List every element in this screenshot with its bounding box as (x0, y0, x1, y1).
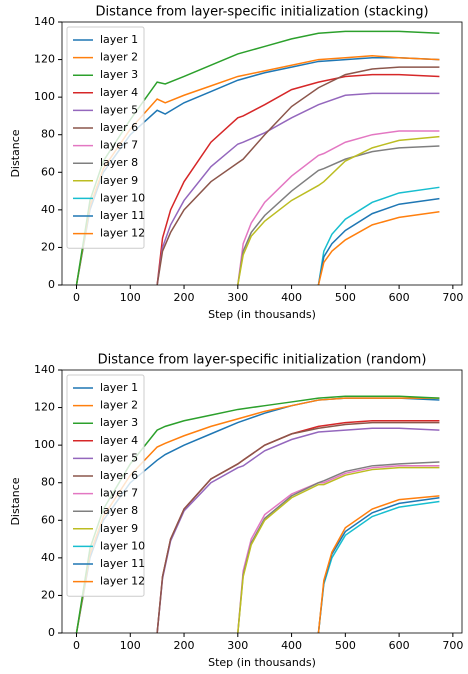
x-axis-label: Step (in thousands) (208, 308, 316, 321)
line-series (317, 197, 440, 286)
legend-label: layer 12 (100, 575, 145, 588)
legend-label: layer 12 (100, 227, 145, 240)
x-tick-label: 400 (281, 291, 302, 304)
x-tick-label: 300 (227, 291, 248, 304)
y-tick-label: 0 (48, 278, 55, 291)
legend-label: layer 5 (100, 451, 138, 464)
legend-label: layer 4 (100, 434, 138, 447)
legend-label: layer 3 (100, 416, 138, 429)
chart-title: Distance from layer-specific initializat… (95, 5, 428, 20)
legend-label: layer 2 (100, 51, 138, 64)
legend: layer 1 layer 2 layer 3 layer 4 layer 5 layer… (66, 26, 145, 249)
x-tick-label: 0 (73, 639, 80, 652)
legend-label: layer 7 (100, 487, 138, 500)
legend-box (66, 26, 145, 249)
legend-label: layer 1 (100, 381, 138, 394)
x-tick-label: 400 (281, 639, 302, 652)
legend-label: layer 11 (100, 557, 145, 570)
legend-box (66, 374, 145, 597)
legend: layer 1 layer 2 layer 3 layer 4 layer 5 layer… (66, 374, 145, 597)
line-series (237, 130, 440, 286)
x-tick-label: 300 (227, 639, 248, 652)
y-tick-label: 80 (41, 128, 55, 141)
y-tick-label: 20 (41, 588, 55, 601)
legend-label: layer 3 (100, 68, 138, 81)
y-tick-label: 40 (41, 203, 55, 216)
legend-label: layer 2 (100, 399, 138, 412)
line-series (317, 497, 440, 634)
line-series (237, 465, 440, 634)
subplot: Distance from layer-specific initializat… (9, 353, 463, 670)
legend-label: layer 10 (100, 191, 145, 204)
legend-label: layer 1 (100, 33, 138, 46)
y-tick-label: 120 (34, 401, 55, 414)
y-tick-label: 60 (41, 165, 55, 178)
y-tick-label: 60 (41, 513, 55, 526)
line-series (317, 210, 440, 286)
x-tick-label: 700 (442, 639, 463, 652)
y-tick-label: 140 (34, 363, 55, 376)
line-series (156, 73, 440, 286)
legend-label: layer 5 (100, 103, 138, 116)
line-series (156, 92, 440, 286)
legend-label: layer 9 (100, 174, 138, 187)
x-tick-label: 500 (335, 291, 356, 304)
x-tick-label: 600 (389, 639, 410, 652)
y-tick-label: 40 (41, 551, 55, 564)
plot-frame (61, 369, 463, 634)
line-series (156, 419, 440, 634)
y-axis-label: Distance (9, 477, 22, 525)
line-series (156, 66, 440, 286)
legend-label: layer 9 (100, 522, 138, 535)
legend-label: layer 10 (100, 539, 145, 552)
y-tick-label: 0 (48, 626, 55, 639)
legend-label: layer 6 (100, 121, 138, 134)
line-series (317, 495, 440, 634)
line-series (156, 427, 440, 634)
y-tick-label: 20 (41, 240, 55, 253)
y-tick-label: 80 (41, 476, 55, 489)
subplot: Distance from layer-specific initializat… (9, 5, 463, 322)
line-series (237, 466, 440, 634)
y-axis-label: Distance (9, 129, 22, 177)
line-series (237, 135, 440, 286)
x-axis-label: Step (in thousands) (208, 656, 316, 669)
line-series (156, 421, 440, 634)
line-series (317, 500, 440, 634)
y-tick-label: 100 (34, 90, 55, 103)
y-tick-label: 120 (34, 53, 55, 66)
x-tick-label: 600 (389, 291, 410, 304)
legend-label: layer 4 (100, 86, 138, 99)
legend-label: layer 11 (100, 209, 145, 222)
x-tick-label: 200 (174, 291, 195, 304)
y-tick-label: 140 (34, 15, 55, 28)
legend-label: layer 8 (100, 504, 138, 517)
chart-title: Distance from layer-specific initializat… (98, 353, 427, 368)
y-tick-label: 100 (34, 438, 55, 451)
x-tick-label: 100 (120, 639, 141, 652)
line-series (317, 186, 440, 286)
legend-label: layer 7 (100, 139, 138, 152)
x-tick-label: 700 (442, 291, 463, 304)
x-tick-label: 500 (335, 639, 356, 652)
x-tick-label: 0 (73, 291, 80, 304)
x-tick-label: 100 (120, 291, 141, 304)
plot-frame (61, 21, 463, 286)
legend-label: layer 6 (100, 469, 138, 482)
legend-label: layer 8 (100, 156, 138, 169)
line-series (237, 145, 440, 286)
x-tick-label: 200 (174, 639, 195, 652)
